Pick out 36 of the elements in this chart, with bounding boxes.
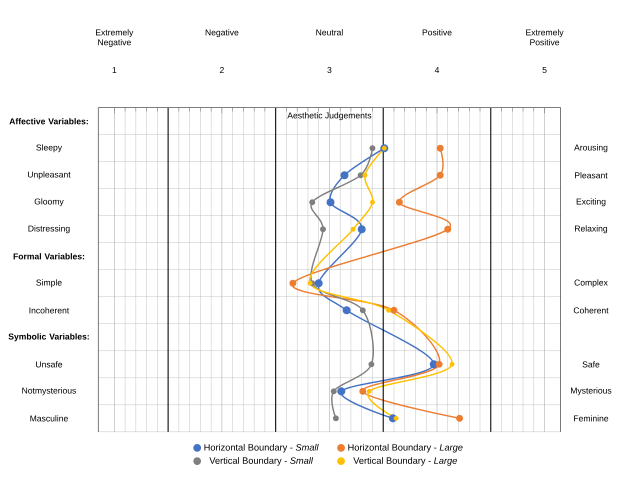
- legend-label: Horizontal Boundary - Small: [204, 444, 319, 452]
- y-tick-label: Masculine: [30, 415, 68, 422]
- y2-tick-label: Feminine: [574, 415, 608, 422]
- legend-label: Vertical Boundary - Large: [353, 456, 457, 466]
- y-tick-label: Notmysterious: [22, 387, 76, 396]
- y-tick-label: Gloomy: [34, 198, 64, 206]
- x-tick-label: 5: [542, 66, 547, 73]
- x-axis-title: Aesthetic Judgements: [287, 112, 372, 120]
- y-tick-label: Sleepy: [36, 144, 62, 152]
- y2-tick-label: Safe: [582, 361, 600, 368]
- text: Negative: [206, 29, 238, 37]
- x-tick-label: 3: [327, 66, 332, 73]
- y2-tick-label: Mysterious: [570, 387, 612, 396]
- x-tick-label: 1: [112, 66, 116, 73]
- legend-label: Horizontal Boundary - Large: [348, 444, 463, 452]
- text: Neutral: [316, 29, 343, 36]
- legend-label: Vertical Boundary - Small: [209, 456, 314, 466]
- y-tick-label: Simple: [36, 279, 62, 288]
- y2-tick-label: Relaxing: [575, 225, 608, 234]
- y2-tick-label: Exciting: [576, 198, 606, 206]
- y-tick-label: Unsafe: [36, 361, 62, 368]
- y-tick-label: Unpleasant: [28, 171, 71, 180]
- y2-tick-label: Coherent: [574, 307, 609, 314]
- x-tick-label: 2: [220, 66, 224, 73]
- x-tick-label: 4: [434, 66, 440, 73]
- y-tick-label: Distressing: [28, 225, 70, 234]
- text: Extremely Negative: [96, 29, 134, 47]
- text: Positive: [422, 29, 452, 36]
- y-tick-label: Affective Variables:: [9, 118, 88, 124]
- y-tick-label: Symbolic Variables:: [8, 333, 89, 342]
- y2-tick-label: Complex: [574, 279, 608, 288]
- y2-tick-label: Pleasant: [575, 172, 608, 178]
- y-tick-label: Incoherent: [30, 307, 70, 314]
- y-tick-label: Formal Variables:: [14, 253, 84, 260]
- y2-tick-label: Arousing: [574, 144, 608, 152]
- text: Extremely Positive: [526, 29, 564, 46]
